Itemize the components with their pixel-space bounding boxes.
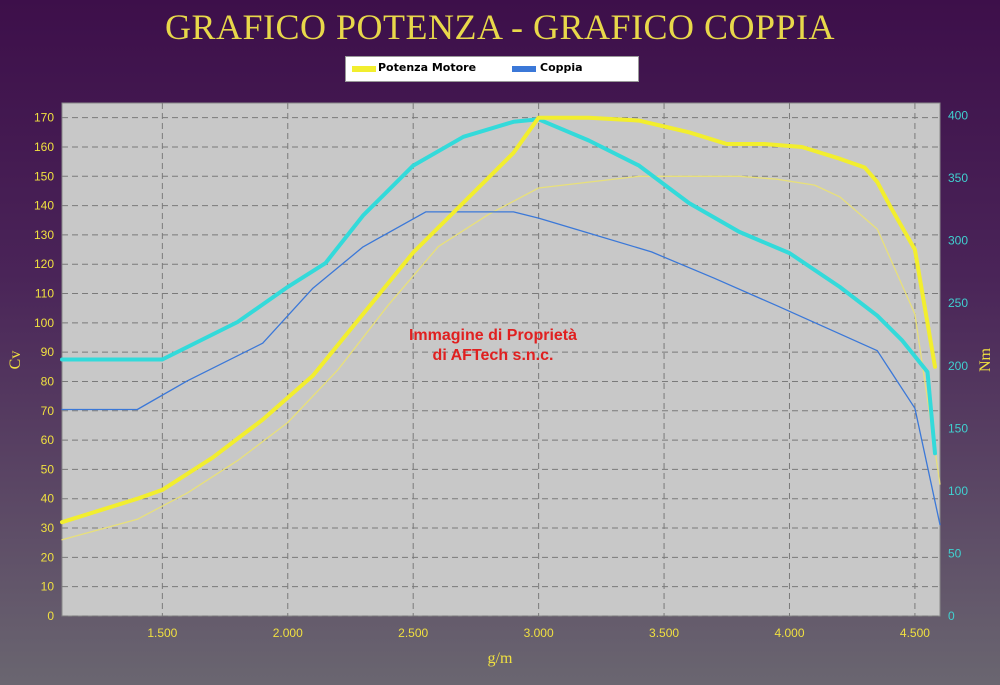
y-left-tick-label: 0 <box>47 609 54 623</box>
y-axis-left-title: Cv <box>7 351 24 370</box>
y-left-tick-label: 140 <box>34 199 54 213</box>
plot-area <box>61 102 941 617</box>
y-left-tick-label: 90 <box>41 345 55 359</box>
legend-label-coppia: Coppia <box>540 61 583 74</box>
x-tick-label: 2.500 <box>398 626 428 640</box>
y-right-tick-label: 250 <box>948 296 968 310</box>
y-left-tick-label: 160 <box>34 140 54 154</box>
y-right-tick-label: 150 <box>948 421 968 435</box>
y-left-tick-label: 150 <box>34 169 54 183</box>
y-left-tick-label: 70 <box>41 404 55 418</box>
y-right-tick-label: 0 <box>948 609 955 623</box>
series-line-potenza-thin <box>61 175 941 541</box>
legend-swatch-potenza <box>352 66 376 72</box>
legend-label-potenza: Potenza Motore <box>378 61 477 74</box>
x-tick-label: 4.000 <box>774 626 804 640</box>
watermark-line-2: di AFTech s.n.c. <box>432 347 554 364</box>
y-right-tick-label: 300 <box>948 234 968 248</box>
y-right-tick-label: 100 <box>948 484 968 498</box>
watermark-line-1: Immagine di Proprietà <box>408 327 578 344</box>
x-tick-label: 3.500 <box>649 626 679 640</box>
y-left-tick-label: 30 <box>41 521 55 535</box>
x-tick-label: 1.500 <box>147 626 177 640</box>
y-left-tick-label: 110 <box>35 287 54 301</box>
y-left-tick-label: 100 <box>34 316 54 330</box>
y-axis-right-title: Nm <box>977 347 994 372</box>
y-left-tick-label: 80 <box>41 374 55 388</box>
y-right-tick-label: 200 <box>948 359 968 373</box>
y-left-tick-label: 120 <box>34 257 54 271</box>
chart-legend: Potenza Motore Coppia <box>345 56 639 82</box>
x-axis-title: g/m <box>488 650 513 667</box>
y-left-tick-label: 40 <box>41 492 55 506</box>
x-tick-label: 2.000 <box>273 626 303 640</box>
legend-swatch-coppia <box>512 66 536 72</box>
y-right-tick-label: 350 <box>948 171 968 185</box>
watermark-text: Immagine di Proprietà di AFTech s.n.c. <box>388 326 598 366</box>
page-title: GRAFICO POTENZA - GRAFICO COPPIA <box>164 7 836 47</box>
y-left-tick-label: 130 <box>34 228 54 242</box>
series-line-potenza-bold <box>60 115 937 525</box>
x-tick-label: 4.500 <box>900 626 930 640</box>
y-left-tick-label: 60 <box>41 433 55 447</box>
y-right-tick-label: 400 <box>948 109 968 123</box>
y-left-tick-label: 50 <box>41 462 55 476</box>
y-left-tick-label: 20 <box>41 550 55 564</box>
y-left-tick-label: 170 <box>34 111 54 125</box>
series-line-coppia-thin <box>61 211 941 526</box>
y-right-tick-label: 50 <box>948 546 962 560</box>
x-tick-label: 3.000 <box>524 626 554 640</box>
y-left-tick-label: 10 <box>41 580 55 594</box>
